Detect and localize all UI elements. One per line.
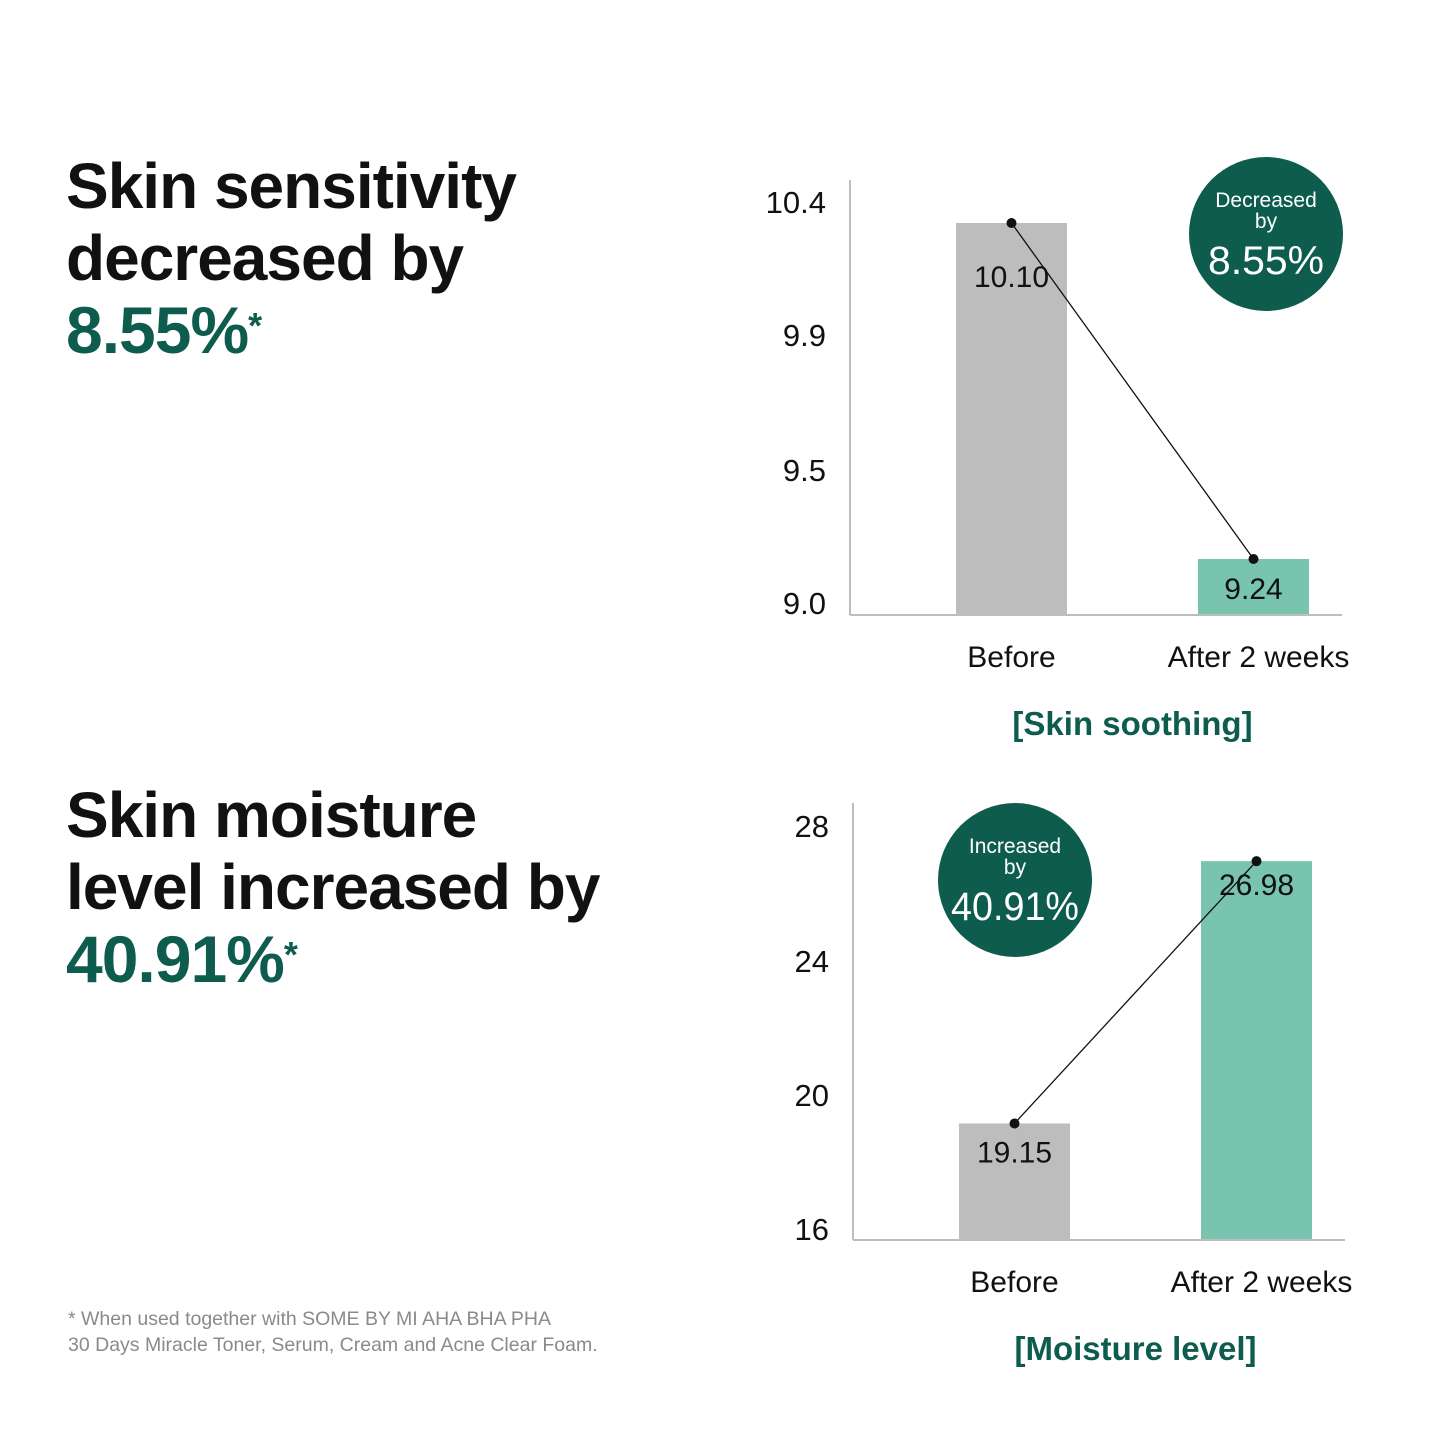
headline-line1: Skin moisture bbox=[66, 779, 477, 851]
headline-sensitivity: Skin sensitivity decreased by 8.55%* bbox=[66, 150, 517, 366]
badge-line1: Increased bbox=[969, 835, 1061, 858]
category-label: Before bbox=[967, 641, 1055, 674]
trend-line bbox=[1014, 860, 1257, 1124]
y-tick-label: 9.5 bbox=[783, 453, 826, 488]
y-tick-label: 9.0 bbox=[783, 586, 826, 621]
bar-after bbox=[1201, 861, 1312, 1240]
bar-before bbox=[956, 222, 1067, 616]
headline-pct-value: 40.91% bbox=[66, 922, 285, 996]
badge-line1: Decreased bbox=[1215, 189, 1317, 212]
headline-pct: 40.91%* bbox=[66, 923, 599, 995]
category-label: After 2 weeks bbox=[1171, 1266, 1353, 1299]
data-label: 10.10 bbox=[974, 261, 1049, 294]
data-label: 9.24 bbox=[1224, 573, 1282, 606]
bar-after bbox=[1198, 559, 1309, 615]
category-label: After 2 weeks bbox=[1168, 641, 1350, 674]
asterisk: * bbox=[283, 934, 298, 975]
y-tick-label: 28 bbox=[795, 809, 829, 844]
chart-title: [Moisture level] bbox=[1014, 1330, 1256, 1367]
headline-line2: decreased by bbox=[66, 222, 464, 294]
badge-circle bbox=[938, 803, 1092, 957]
badge-line2: by bbox=[1255, 210, 1278, 233]
headline-line1: Skin sensitivity bbox=[66, 150, 517, 222]
y-tick-label: 9.9 bbox=[783, 318, 826, 353]
badge-circle bbox=[1189, 157, 1343, 311]
bar-before bbox=[959, 1123, 1070, 1240]
footnote-line2: 30 Days Miracle Toner, Serum, Cream and … bbox=[68, 1334, 598, 1356]
trend-point bbox=[1006, 217, 1017, 228]
trend-point bbox=[1009, 1118, 1020, 1129]
trend-point bbox=[1251, 856, 1262, 867]
headline-moisture: Skin moisture level increased by 40.91%* bbox=[66, 779, 600, 995]
data-label: 26.98 bbox=[1219, 869, 1294, 902]
y-tick-label: 20 bbox=[795, 1078, 829, 1113]
data-label: 19.15 bbox=[977, 1136, 1052, 1169]
trend-line bbox=[1010, 222, 1255, 560]
trend-point bbox=[1248, 554, 1259, 564]
badge-line2: by bbox=[1004, 856, 1027, 879]
footnote: * When used together with SOME BY MI AHA… bbox=[68, 1306, 598, 1358]
badge-value: 40.91% bbox=[951, 885, 1079, 929]
y-tick-label: 16 bbox=[795, 1212, 829, 1247]
chart-title: [Skin soothing] bbox=[1012, 705, 1252, 742]
headline-line2: level increased by bbox=[66, 851, 600, 923]
y-tick-label: 10.4 bbox=[766, 185, 826, 220]
headline-pct-value: 8.55% bbox=[66, 293, 249, 367]
asterisk: * bbox=[248, 305, 262, 346]
category-label: Before bbox=[970, 1266, 1058, 1299]
footnote-line1: * When used together with SOME BY MI AHA… bbox=[68, 1308, 552, 1330]
y-tick-label: 24 bbox=[795, 944, 829, 979]
badge-value: 8.55% bbox=[1208, 239, 1324, 283]
headline-pct: 8.55%* bbox=[66, 294, 516, 366]
